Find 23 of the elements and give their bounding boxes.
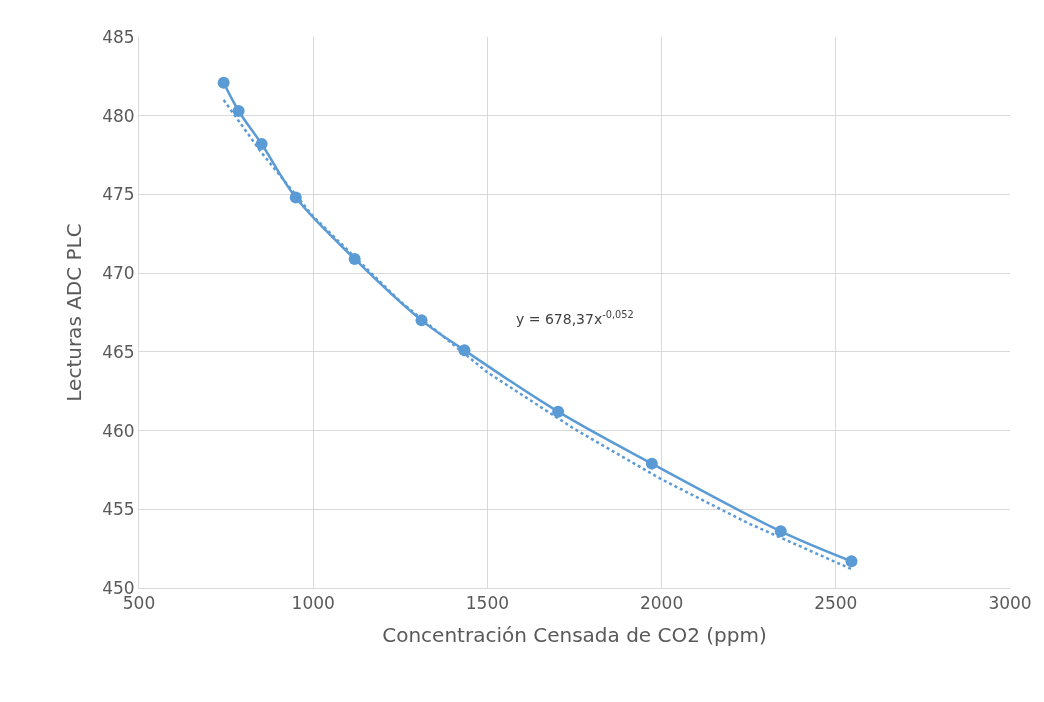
- x-tick-label: 1500: [465, 593, 510, 614]
- x-tick-label: 2000: [639, 593, 684, 614]
- point: [232, 104, 245, 117]
- x-axis-title: Concentración Censada de CO2 (ppm): [382, 622, 767, 647]
- y-tick-label: 475: [102, 184, 135, 205]
- y-tick-label: 470: [102, 263, 135, 284]
- y-tick-label: 480: [102, 105, 135, 126]
- y-tick-label: 485: [102, 26, 135, 47]
- x-tick-label: 1000: [291, 593, 335, 614]
- y-tick-label: 460: [102, 420, 135, 441]
- annotation: y = 678,37x$^{-0,052}$: [516, 309, 634, 327]
- x-tick-label: 500: [122, 593, 156, 614]
- x-tick-label: 3000: [988, 593, 1032, 614]
- point: [645, 457, 658, 470]
- point: [774, 525, 787, 538]
- point: [217, 76, 230, 89]
- y-tick-label: 465: [102, 341, 135, 362]
- x-tick-label: 2500: [814, 593, 858, 614]
- point: [552, 405, 565, 418]
- y-tick-label: 455: [102, 499, 135, 520]
- point: [845, 555, 858, 568]
- point: [255, 138, 268, 151]
- y-axis-title: Lecturas ADC PLC: [61, 223, 86, 402]
